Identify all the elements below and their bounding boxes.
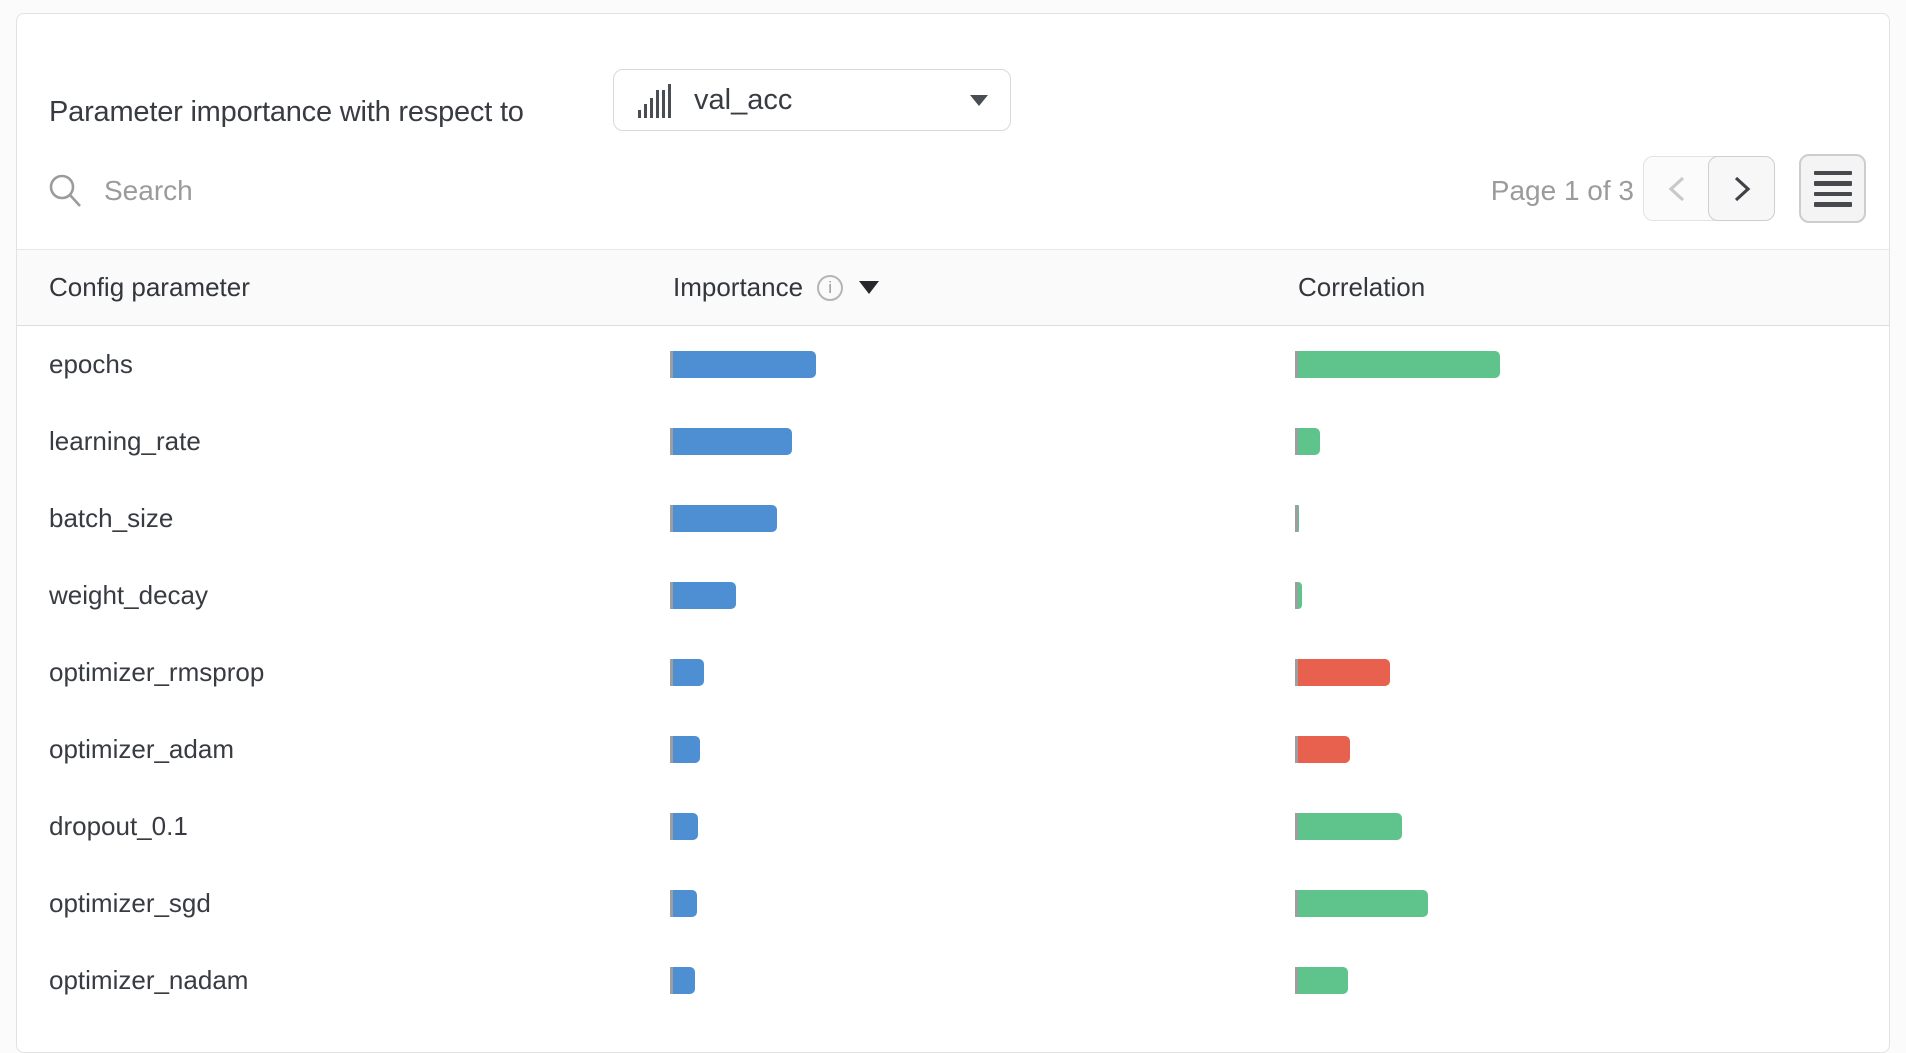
pagination-controls: [1643, 156, 1775, 221]
correlation-bar: [1295, 736, 1350, 763]
importance-bar: [670, 736, 700, 763]
metric-dropdown[interactable]: val_acc: [613, 69, 1011, 131]
table-row: weight_decay: [17, 557, 1889, 634]
importance-bar: [670, 890, 697, 917]
correlation-bar: [1295, 659, 1390, 686]
chevron-left-icon: [1666, 174, 1688, 204]
table-row: dropout_0.1: [17, 788, 1889, 865]
importance-bar: [670, 813, 698, 840]
search-icon: [48, 174, 82, 208]
menu-button[interactable]: [1799, 154, 1866, 223]
importance-bar: [670, 351, 816, 378]
param-label: optimizer_sgd: [49, 888, 211, 918]
correlation-bar: [1295, 428, 1320, 455]
importance-label: Importance: [673, 272, 804, 302]
page-indicator: Page 1 of 3: [1490, 175, 1634, 206]
param-label: optimizer_adam: [49, 734, 234, 764]
param-label: optimizer_nadam: [49, 965, 249, 995]
table-row: optimizer_nadam: [17, 942, 1889, 1019]
param-label: learning_rate: [49, 426, 201, 456]
info-icon[interactable]: i: [817, 274, 844, 301]
caret-down-icon: [859, 281, 880, 294]
table-body: epochs learning_rate batch_size weight_d…: [17, 326, 1889, 1019]
table-row: optimizer_sgd: [17, 865, 1889, 942]
correlation-bar: [1295, 582, 1302, 609]
importance-bar: [670, 505, 777, 532]
next-page-button[interactable]: [1708, 156, 1775, 221]
column-correlation: Correlation: [1298, 272, 1426, 302]
param-label: batch_size: [49, 503, 174, 533]
importance-bar: [670, 428, 792, 455]
importance-bar: [670, 659, 704, 686]
correlation-bar: [1295, 505, 1299, 532]
param-label: weight_decay: [49, 580, 208, 610]
param-label: dropout_0.1: [49, 811, 188, 841]
metric-dropdown-value: val_acc: [694, 83, 793, 116]
chevron-down-icon: [970, 94, 988, 106]
param-label: epochs: [49, 349, 133, 379]
search-input[interactable]: [104, 175, 504, 207]
table-row: batch_size: [17, 480, 1889, 557]
parameter-importance-panel: Parameter importance with respect to val…: [16, 13, 1890, 1053]
correlation-bar: [1295, 351, 1500, 378]
table-row: optimizer_adam: [17, 711, 1889, 788]
param-label: optimizer_rmsprop: [49, 657, 265, 687]
correlation-bar: [1295, 813, 1402, 840]
table-header: Config parameter Importance i Correlatio…: [17, 249, 1889, 326]
importance-bar: [670, 582, 736, 609]
table-row: epochs: [17, 326, 1889, 403]
column-importance[interactable]: Importance i: [673, 250, 880, 325]
correlation-bar: [1295, 967, 1348, 994]
histogram-icon: [638, 82, 676, 118]
chevron-right-icon: [1731, 174, 1753, 204]
correlation-bar: [1295, 890, 1428, 917]
prev-page-button[interactable]: [1644, 157, 1709, 220]
table-row: optimizer_rmsprop: [17, 634, 1889, 711]
importance-bar: [670, 967, 695, 994]
table-row: learning_rate: [17, 403, 1889, 480]
page-title: Parameter importance with respect to: [49, 95, 524, 128]
column-config-parameter: Config parameter: [49, 272, 250, 302]
